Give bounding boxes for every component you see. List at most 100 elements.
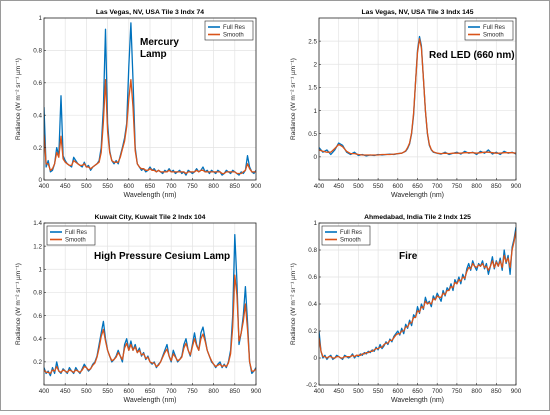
y-axis-label: Radiance (W m⁻² sr⁻¹ µm⁻¹) bbox=[15, 58, 22, 140]
x-tick-label: 850 bbox=[491, 388, 502, 395]
chart-panel-1: 400 450 500 550 600 650 700 750 800 850 900 0 0.2 0.4… bbox=[15, 9, 262, 199]
y-tick-label: 0.6 bbox=[33, 80, 42, 87]
y-tick-label: 2 bbox=[313, 61, 317, 68]
x-tick-label: 800 bbox=[471, 388, 482, 395]
chart-title: Las Vegas, NV, USA Tile 3 Indx 145 bbox=[362, 9, 474, 16]
x-axis-label: Wavelength (nm) bbox=[123, 397, 176, 404]
chart-panel-3: 400 450 500 550 600 650 700 750 800 850 900 0.2 0.4 0… bbox=[15, 214, 262, 404]
legend-entry: Full Res bbox=[340, 230, 362, 236]
x-tick-label: 750 bbox=[452, 388, 463, 395]
x-tick-label: 550 bbox=[102, 183, 113, 190]
x-tick-label: 750 bbox=[187, 183, 198, 190]
y-tick-label: 1.5 bbox=[308, 85, 317, 92]
chart-panel-4: 400 450 500 550 600 650 700 750 800 850 900 -0.2 0 0.… bbox=[290, 214, 522, 404]
x-tick-label: 600 bbox=[124, 388, 135, 395]
y-tick-label: 0.8 bbox=[33, 48, 42, 55]
x-tick-label: 700 bbox=[432, 388, 443, 395]
x-tick-label: 900 bbox=[511, 183, 522, 190]
legend: Full Res Smooth bbox=[464, 20, 514, 41]
y-tick-label: 0.5 bbox=[308, 131, 317, 138]
x-tick-label: 700 bbox=[166, 388, 177, 395]
x-tick-label: 500 bbox=[353, 183, 364, 190]
y-tick-label: 0.2 bbox=[308, 328, 317, 335]
y-tick-label: 2.5 bbox=[308, 38, 317, 45]
x-tick-label: 500 bbox=[81, 183, 92, 190]
x-tick-label: 550 bbox=[373, 183, 384, 190]
x-tick-label: 700 bbox=[166, 183, 177, 190]
legend-entry: Smooth bbox=[340, 238, 361, 244]
y-tick-label: 0.4 bbox=[33, 336, 42, 343]
x-tick-label: 400 bbox=[39, 183, 50, 190]
y-tick-label: 0.4 bbox=[308, 301, 317, 308]
series-line-smooth bbox=[319, 230, 516, 359]
y-tick-label: 1 bbox=[38, 15, 42, 22]
legend-entry: Full Res bbox=[65, 230, 87, 236]
chart-annotation: Mercury bbox=[140, 37, 179, 48]
x-tick-label: 500 bbox=[353, 388, 364, 395]
x-tick-label: 450 bbox=[60, 388, 71, 395]
legend-entry: Smooth bbox=[223, 33, 244, 39]
y-tick-label: 0.4 bbox=[33, 112, 42, 119]
y-tick-label: 1.2 bbox=[33, 243, 42, 250]
chart-annotation: Lamp bbox=[140, 49, 167, 60]
x-tick-label: 450 bbox=[60, 183, 71, 190]
x-tick-label: 750 bbox=[187, 388, 198, 395]
x-tick-label: 550 bbox=[102, 388, 113, 395]
legend: Full Res Smooth bbox=[46, 225, 96, 246]
x-axis-label: Wavelength (nm) bbox=[123, 192, 176, 199]
legend-entry: Full Res bbox=[483, 25, 505, 31]
x-axis-label: Wavelength (nm) bbox=[391, 397, 444, 404]
chart-title: Ahmedabad, India Tile 2 Indx 125 bbox=[364, 214, 471, 221]
x-tick-label: 600 bbox=[393, 183, 404, 190]
legend-entry: Smooth bbox=[483, 33, 504, 39]
x-tick-label: 650 bbox=[145, 183, 156, 190]
y-tick-label: -0.2 bbox=[306, 382, 317, 389]
x-tick-label: 500 bbox=[81, 388, 92, 395]
y-tick-label: 1 bbox=[38, 266, 42, 273]
legend: Full Res Smooth bbox=[204, 20, 254, 41]
chart-title: Las Vegas, NV, USA Tile 3 Indx 74 bbox=[96, 9, 204, 16]
chart-panel-2: 400 450 500 550 600 650 700 750 800 850 900 0 0.5 1 1.… bbox=[290, 9, 522, 199]
legend-entry: Smooth bbox=[65, 238, 86, 244]
y-tick-label: 0.6 bbox=[33, 313, 42, 320]
x-tick-label: 650 bbox=[412, 388, 423, 395]
x-tick-label: 750 bbox=[452, 183, 463, 190]
series-line-smooth bbox=[319, 38, 516, 156]
x-tick-label: 800 bbox=[471, 183, 482, 190]
chart-annotation: High Pressure Cesium Lamp bbox=[94, 251, 230, 262]
y-tick-label: 0.2 bbox=[33, 359, 42, 366]
series-line-smooth bbox=[44, 78, 256, 175]
x-tick-label: 400 bbox=[314, 388, 325, 395]
x-tick-label: 900 bbox=[511, 388, 522, 395]
x-tick-label: 600 bbox=[124, 183, 135, 190]
x-tick-label: 850 bbox=[230, 183, 241, 190]
series-group bbox=[319, 35, 516, 157]
legend-entry: Full Res bbox=[223, 25, 245, 31]
x-tick-label: 400 bbox=[39, 388, 50, 395]
series-group bbox=[319, 226, 516, 361]
x-tick-label: 850 bbox=[230, 388, 241, 395]
y-tick-label: 0.8 bbox=[308, 247, 317, 254]
x-tick-label: 900 bbox=[251, 388, 262, 395]
chart-annotation: Red LED (660 nm) bbox=[429, 50, 515, 61]
y-tick-label: 0.8 bbox=[33, 290, 42, 297]
series-group bbox=[44, 22, 256, 176]
x-tick-label: 550 bbox=[373, 388, 384, 395]
x-tick-label: 900 bbox=[251, 183, 262, 190]
x-axis-label: Wavelength (nm) bbox=[391, 192, 444, 199]
x-tick-label: 450 bbox=[333, 183, 344, 190]
y-axis-label: Radiance (W m⁻² sr⁻¹ µm⁻¹) bbox=[290, 263, 297, 345]
x-tick-label: 600 bbox=[393, 388, 404, 395]
y-tick-label: 1.4 bbox=[33, 220, 42, 227]
x-tick-label: 400 bbox=[314, 183, 325, 190]
y-tick-label: 0 bbox=[313, 355, 317, 362]
y-tick-label: 1 bbox=[313, 108, 317, 115]
y-axis-label: Radiance (W m⁻² sr⁻¹ µm⁻¹) bbox=[15, 263, 22, 345]
legend: Full Res Smooth bbox=[321, 225, 371, 246]
x-tick-label: 450 bbox=[333, 388, 344, 395]
x-tick-label: 850 bbox=[491, 183, 502, 190]
x-tick-label: 650 bbox=[412, 183, 423, 190]
y-tick-label: 0 bbox=[313, 154, 317, 161]
